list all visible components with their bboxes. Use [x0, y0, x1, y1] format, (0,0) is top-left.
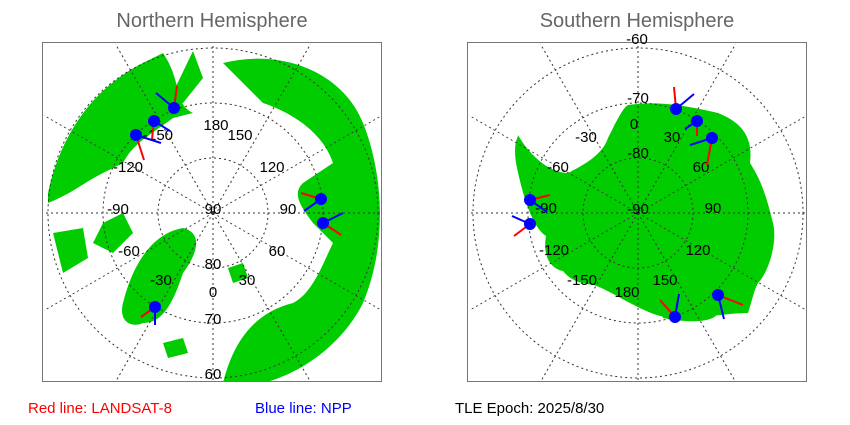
lon-label: 60 [269, 243, 286, 260]
lon-label: 90 [705, 200, 722, 217]
satellite-position [712, 289, 744, 320]
satellite-markers [130, 85, 344, 325]
satellite-position [155, 85, 180, 114]
lon-label: 150 [652, 272, 677, 289]
satellite-position [524, 194, 551, 213]
legend-npp: Blue line: NPP [255, 400, 352, 417]
north-polar-map: 180 150 120 90 60 30 0 -30 -60 -90 -120 … [43, 43, 381, 382]
lon-label: 120 [685, 242, 710, 259]
north-title: Northern Hemisphere [116, 10, 308, 32]
south-title: Southern Hemisphere [539, 10, 735, 32]
satellite-dot [670, 103, 682, 115]
north-map: 180 150 120 90 60 30 0 -30 -60 -90 -120 … [42, 42, 382, 382]
lat-label: 90 [205, 201, 222, 218]
lat-label: -90 [627, 201, 649, 218]
lon-label: -120 [539, 242, 569, 259]
satellite-position [130, 129, 162, 161]
south-map: 0 30 60 90 120 150 180 -150 -120 -90 -60… [467, 42, 807, 382]
satellite-dot [524, 218, 536, 230]
lat-labels: -90 -80 -70 [627, 90, 649, 218]
satellite-dot [524, 194, 536, 206]
satellite-dot [691, 115, 703, 127]
lon-label: 180 [203, 117, 228, 134]
lon-label: 0 [209, 284, 217, 301]
lon-label: 180 [614, 284, 639, 301]
lat-label: 80 [205, 256, 222, 273]
satellite-position [659, 293, 681, 323]
satellite-position [148, 115, 171, 140]
satellite-dot [315, 193, 327, 205]
satellite-dot [149, 301, 161, 313]
lon-label: 0 [630, 116, 638, 133]
satellite-position [511, 215, 536, 237]
satellite-position [670, 86, 695, 115]
lon-label: -30 [575, 129, 597, 146]
legend-landsat: Red line: LANDSAT-8 [28, 400, 172, 417]
south-polar-map: 0 30 60 90 120 150 180 -150 -120 -90 -60… [468, 43, 806, 381]
lon-labels: 0 30 60 90 120 150 180 -150 -120 -90 -60… [535, 116, 721, 301]
graticule [468, 43, 806, 381]
lon-label: -60 [118, 243, 140, 260]
satellite-dot [168, 102, 180, 114]
satellite-position [300, 192, 327, 212]
lat-label: -60 [626, 31, 648, 48]
land [48, 51, 380, 381]
satellite-position [317, 212, 344, 236]
lon-label: -60 [547, 159, 569, 176]
lat-label: -70 [627, 90, 649, 107]
lon-label: -90 [107, 201, 129, 218]
satellite-dot [669, 311, 681, 323]
lat-label: 70 [205, 311, 222, 328]
lon-label: 120 [259, 159, 284, 176]
satellite-dot [317, 217, 329, 229]
lat-label: -80 [627, 145, 649, 162]
lon-label: -90 [535, 200, 557, 217]
lon-label: -30 [150, 272, 172, 289]
lon-label: 30 [239, 272, 256, 289]
lon-label: -120 [113, 159, 143, 176]
satellite-position [684, 115, 703, 136]
lon-label: 150 [227, 127, 252, 144]
lon-label: 90 [280, 201, 297, 218]
graticule [43, 43, 381, 381]
satellite-dot [130, 129, 142, 141]
lon-label: 30 [664, 129, 681, 146]
lon-label: -150 [567, 272, 597, 289]
satellite-position [689, 132, 718, 166]
lat-labels: 90 80 70 60 [205, 201, 222, 382]
satellite-dot [712, 289, 724, 301]
lon-label: 60 [693, 159, 710, 176]
satellite-dot [706, 132, 718, 144]
satellite-dot [148, 115, 160, 127]
tle-epoch: TLE Epoch: 2025/8/30 [455, 400, 605, 417]
lon-labels: 180 150 120 90 60 30 0 -30 -60 -90 -120 … [107, 117, 296, 301]
satellite-position [140, 301, 161, 325]
satellite-markers [511, 86, 744, 323]
lat-label: 60 [205, 366, 222, 382]
